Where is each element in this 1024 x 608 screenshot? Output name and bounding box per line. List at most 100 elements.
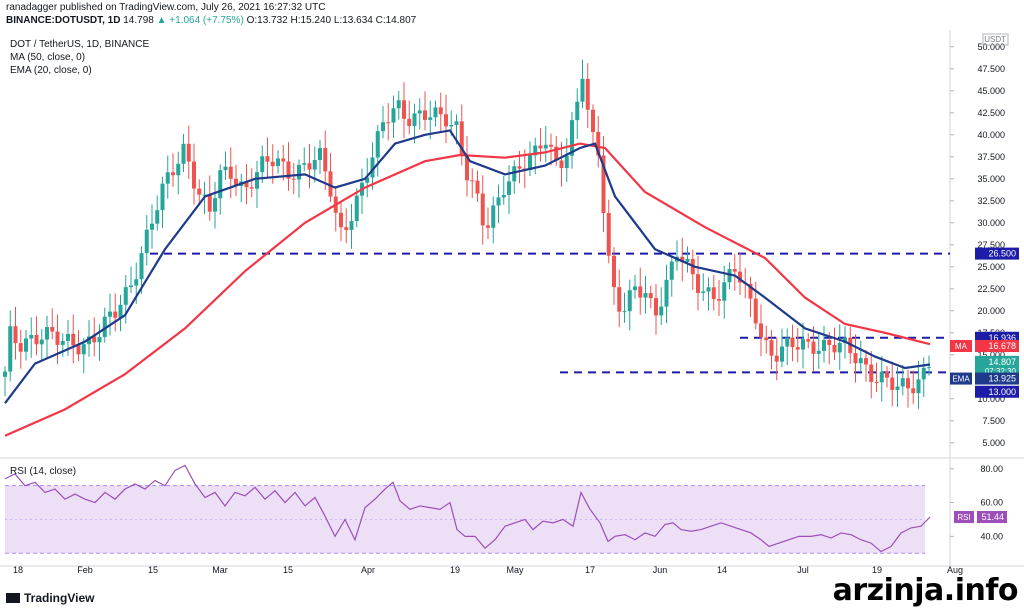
candle-body xyxy=(71,333,76,346)
candle-body xyxy=(927,367,931,369)
price-tag-label: MA xyxy=(955,342,968,351)
chart-canvas[interactable]: 5.0007.50010.00012.50015.00017.50020.000… xyxy=(0,30,1024,590)
candle-body xyxy=(874,381,879,383)
candle-body xyxy=(291,178,296,180)
candle-body xyxy=(554,146,559,161)
candle-body xyxy=(165,172,170,184)
candle-body xyxy=(433,107,438,118)
candle-body xyxy=(601,155,606,214)
price-tag-label-box xyxy=(950,372,972,385)
candle-body xyxy=(900,378,905,387)
symbol-name[interactable]: BINANCE:DOTUSDT, 1D xyxy=(6,15,121,26)
candle-body xyxy=(255,172,259,189)
candle-body xyxy=(575,101,580,121)
candle-body xyxy=(659,306,664,316)
candle-body xyxy=(13,326,18,344)
candle-body xyxy=(706,287,711,292)
price-tag-value: 13.925 xyxy=(988,374,1016,384)
candle-body xyxy=(29,334,34,339)
price-tag-value: 14.807 xyxy=(988,357,1016,367)
candle-body xyxy=(375,131,380,158)
candle-body xyxy=(764,337,769,341)
symbol-line: BINANCE:DOTUSDT, 1D 14.798 ▲ +1.064 (+7.… xyxy=(6,15,416,26)
candle-body xyxy=(769,340,774,356)
candle-body xyxy=(281,158,286,162)
rsi-tag-value: 51.44 xyxy=(981,512,1004,522)
price-tag-value: 26.500 xyxy=(988,249,1016,259)
candle-body xyxy=(869,364,874,382)
candle-body xyxy=(780,346,784,362)
candle-body xyxy=(307,163,312,170)
rsi-legend[interactable]: RSI (14, close) xyxy=(10,466,77,477)
candle-body xyxy=(396,100,401,109)
tradingview-logo-text: TradingView xyxy=(24,591,95,605)
candle-body xyxy=(192,161,196,189)
candle-body xyxy=(365,177,370,183)
candle-body xyxy=(895,386,900,390)
candle-body xyxy=(155,210,160,224)
candle-body xyxy=(528,155,532,170)
candle-body xyxy=(606,213,611,256)
tradingview-logo-icon xyxy=(6,593,20,603)
time-tick-label: Jun xyxy=(653,565,668,575)
currency-label: USDT xyxy=(984,35,1006,44)
low-value: L:13.634 xyxy=(333,15,373,26)
candle-body xyxy=(722,282,727,301)
candle-body xyxy=(732,268,737,272)
price-tag-box xyxy=(975,340,1019,352)
candle-body xyxy=(207,194,212,212)
price-tag-label: EMA xyxy=(952,375,970,384)
candle-body xyxy=(402,100,406,119)
price-tag-value: 16.936 xyxy=(988,333,1016,343)
candle-body xyxy=(701,291,706,293)
candle-body xyxy=(276,158,280,167)
candle-body xyxy=(186,143,191,162)
candle-body xyxy=(197,188,202,195)
candle-body xyxy=(491,205,496,228)
ema20-line xyxy=(4,129,931,404)
price-tick-label: 47.500 xyxy=(977,64,1005,74)
price-tag-value: 13.000 xyxy=(988,387,1016,397)
candle-body xyxy=(680,256,685,262)
candle-body xyxy=(312,159,317,170)
candle-body xyxy=(559,160,564,169)
rsi-tag-label: RSI xyxy=(957,513,970,522)
tradingview-logo[interactable]: TradingView xyxy=(6,591,94,605)
candle-body xyxy=(249,187,254,189)
candle-body xyxy=(801,339,805,350)
candle-body xyxy=(297,164,301,180)
candle-body xyxy=(134,279,139,286)
candle-body xyxy=(827,339,832,345)
candle-body xyxy=(181,143,186,164)
price-tick-label: 40.000 xyxy=(977,130,1005,140)
candle-body xyxy=(585,78,590,110)
candle-body xyxy=(622,311,627,313)
time-tick-label: Aug xyxy=(947,565,963,575)
price-tick-label: 7.500 xyxy=(982,416,1005,426)
candle-body xyxy=(228,166,233,179)
legend-ema[interactable]: EMA (20, close, 0) xyxy=(10,65,92,76)
candle-body xyxy=(795,347,800,350)
candle-body xyxy=(496,197,501,206)
candle-body xyxy=(517,166,522,169)
candle-body xyxy=(118,304,123,318)
candle-body xyxy=(234,178,238,186)
candle-body xyxy=(811,341,816,354)
price-tick-label: 35.000 xyxy=(977,174,1005,184)
candle-body xyxy=(533,145,538,156)
time-tick-label: May xyxy=(506,565,524,575)
price-tick-label: 27.500 xyxy=(977,240,1005,250)
time-tick-label: Feb xyxy=(77,565,93,575)
price-tag-label-box xyxy=(950,340,972,352)
candle-body xyxy=(270,161,275,167)
candle-body xyxy=(790,337,795,348)
publisher-line: ranadagger published on TradingView.com,… xyxy=(6,2,326,13)
candle-body xyxy=(160,183,165,211)
currency-box xyxy=(982,33,1009,46)
time-tick-label: 19 xyxy=(450,565,460,575)
price-tag-countdown: 07:32:30 xyxy=(985,367,1017,376)
candle-body xyxy=(727,268,732,283)
legend-ma[interactable]: MA (50, close, 0) xyxy=(10,52,86,63)
candle-body xyxy=(921,367,926,380)
candle-body xyxy=(150,223,154,230)
